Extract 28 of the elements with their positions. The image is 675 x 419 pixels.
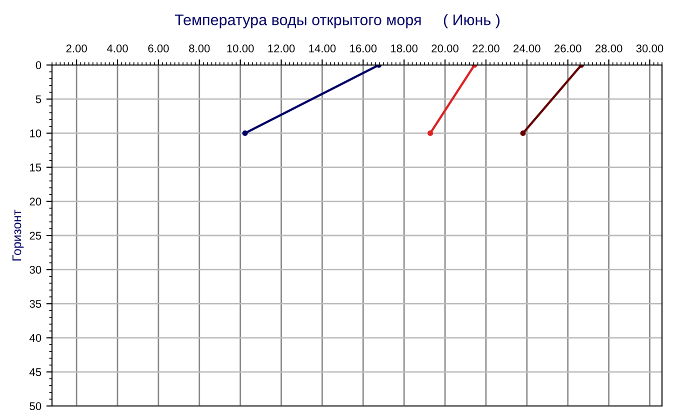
y-tick-label: 40 (29, 334, 42, 342)
x-tick-label: 26.00 (554, 44, 582, 52)
x-tick-label: 16.00 (350, 44, 377, 52)
y-tick-label: 10 (30, 129, 42, 138)
x-tick-label: 14.00 (309, 44, 336, 52)
y-tick-label: 25 (30, 232, 42, 240)
y-tick-label: 5 (36, 95, 42, 104)
y-tick-label: 50 (30, 402, 42, 410)
y-tick-label: 30 (30, 266, 42, 274)
x-tick-label: 8.00 (189, 44, 210, 52)
chart-title: Температура воды открытого моря ( Июнь ) (174, 14, 500, 28)
x-tick-label: 22.00 (472, 44, 500, 52)
x-tick-label: 20.00 (432, 44, 458, 52)
x-tick-label: 12.00 (268, 44, 295, 52)
x-tick-label: 18.00 (391, 44, 418, 52)
y-tick-label: 35 (30, 300, 42, 308)
y-tick-label: 20 (30, 198, 42, 206)
y-tick-label: 0 (36, 61, 42, 70)
x-tick-label: 10.00 (227, 44, 254, 52)
y-tick-label: 45 (29, 368, 42, 376)
x-tick-label: 24.00 (514, 44, 540, 52)
x-tick-label: 30.00 (636, 44, 664, 52)
x-tick-label: 6.00 (148, 44, 169, 52)
x-tick-label: 2.00 (66, 44, 87, 52)
x-tick-label: 4.00 (106, 44, 128, 52)
y-axis-title: Горизонт (12, 210, 24, 260)
y-tick-label: 15 (30, 164, 42, 172)
x-tick-label: 28.00 (595, 44, 622, 52)
